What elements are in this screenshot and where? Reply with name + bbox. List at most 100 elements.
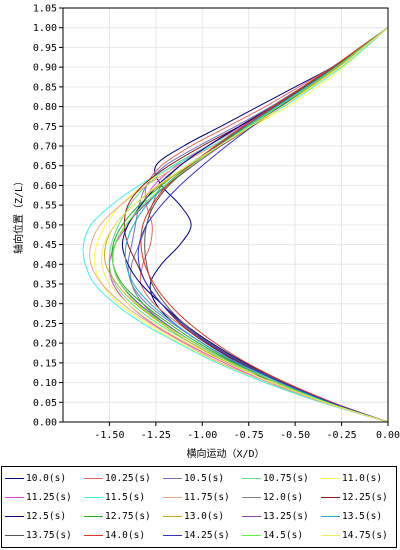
legend-label: 13.75(s) [26,530,72,541]
legend-swatch [242,497,261,498]
y-tick-label: 0.55 [33,201,57,212]
legend-label: 12.25(s) [342,492,388,503]
series-line-6 [82,27,389,423]
legend-item: 10.5(s) [163,471,242,486]
series-lines [82,27,389,423]
y-tick-label: 0.80 [33,102,57,113]
legend-item: 12.0(s) [242,490,321,505]
y-tick-label: 1.00 [33,23,57,34]
legend-item: 11.75(s) [163,490,242,505]
legend-label: 13.25(s) [263,511,309,522]
legend-item: 13.5(s) [321,509,400,524]
legend-label: 11.75(s) [184,492,230,503]
y-tick-label: 0.45 [33,240,57,251]
y-tick-label: 0.10 [33,378,57,389]
y-tick-label: 0.75 [33,122,57,133]
y-tick-label: 0.25 [33,319,57,330]
x-tick-label: -0.75 [234,430,264,441]
legend-swatch [5,497,24,498]
legend-label: 14.75(s) [342,530,388,541]
legend-item: 13.75(s) [5,528,84,543]
legend-swatch [242,535,261,536]
legend-swatch [321,535,340,536]
legend-label: 13.5(s) [342,511,383,522]
legend-item: 12.5(s) [5,509,84,524]
series-line-16 [140,27,389,423]
legend-item: 12.25(s) [321,490,400,505]
legend-swatch [242,516,261,517]
y-tick-label: 0.30 [33,299,57,310]
legend-swatch [84,478,103,479]
y-tick-label: 0.85 [33,82,57,93]
legend-swatch [163,516,182,517]
legend-swatch [5,478,24,479]
legend-swatch [163,497,182,498]
x-ticks: -1.50 -1.25 -1.00 -0.75 -0.50 -0.25 0.00 [94,422,400,441]
x-tick-label: -0.50 [280,430,310,441]
series-line-4 [93,27,389,423]
legend-label: 13.0(s) [184,511,225,522]
legend-label: 11.5(s) [105,492,146,503]
x-tick-label: -1.25 [141,430,171,441]
legend-swatch [84,497,103,498]
y-tick-label: 0.50 [33,220,57,231]
y-tick-label: 0.60 [33,181,57,192]
y-tick-label: 0.95 [33,43,57,54]
x-tick-label: -0.25 [327,430,357,441]
legend-label: 12.5(s) [26,511,67,522]
legend-item: 14.0(s) [84,528,163,543]
chart: 0.00 0.05 0.10 0.15 0.20 0.25 0.30 0.35 0.40 0.45… [12,4,400,461]
x-tick-label: -1.50 [94,430,124,441]
series-line-14 [124,27,389,423]
legend-item: 12.75(s) [84,509,163,524]
legend-item: 13.25(s) [242,509,321,524]
legend-swatch [242,478,261,479]
legend-item: 14.75(s) [321,528,400,543]
legend-label: 11.25(s) [26,492,72,503]
legend-swatch [321,516,340,517]
legend-item: 10.75(s) [242,471,321,486]
legend-label: 12.75(s) [105,511,151,522]
legend-swatch [321,497,340,498]
y-tick-label: 0.35 [33,280,57,291]
legend-item: 11.25(s) [5,490,84,505]
legend-label: 14.25(s) [184,530,230,541]
y-tick-label: 0.15 [33,358,57,369]
legend-item: 14.25(s) [163,528,242,543]
x-tick-label: -1.00 [187,430,217,441]
series-line-19 [101,27,389,423]
y-tick-label: 0.70 [33,142,57,153]
y-tick-label: 1.05 [33,4,57,15]
y-ticks: 0.00 0.05 0.10 0.15 0.20 0.25 0.30 0.35 0.40 0.45… [33,4,63,429]
legend-item: 11.5(s) [84,490,163,505]
legend-swatch [5,516,24,517]
legend-label: 10.25(s) [105,473,151,484]
x-axis-label: 横向运动（X/D） [186,447,264,460]
series-line-18 [112,27,389,423]
legend-item: 13.0(s) [163,509,242,524]
legend-item: 10.0(s) [5,471,84,486]
plot-frame [62,7,389,423]
legend-swatch [84,535,103,536]
legend-label: 11.0(s) [342,473,383,484]
x-tick-label: 0.00 [376,430,400,441]
legend-item: 11.0(s) [321,471,400,486]
legend-label: 10.5(s) [184,473,225,484]
legend-label: 10.75(s) [263,473,309,484]
legend-swatch [163,535,182,536]
legend: 10.0(s) 10.25(s) 10.5(s) 10.75(s) 11.0(s) 11.… [1,466,397,548]
y-tick-label: 0.40 [33,260,57,271]
y-axis-label: 轴向位置（Z/L） [12,176,25,254]
y-tick-label: 0.65 [33,161,57,172]
legend-item: 10.25(s) [84,471,163,486]
legend-item: 14.5(s) [242,528,321,543]
legend-label: 12.0(s) [263,492,304,503]
legend-label: 10.0(s) [26,473,67,484]
legend-swatch [84,516,103,517]
y-tick-label: 0.00 [33,418,57,429]
legend-swatch [321,478,340,479]
legend-label: 14.0(s) [105,530,146,541]
legend-swatch [163,478,182,479]
legend-label: 14.5(s) [263,530,304,541]
legend-swatch [5,535,24,536]
